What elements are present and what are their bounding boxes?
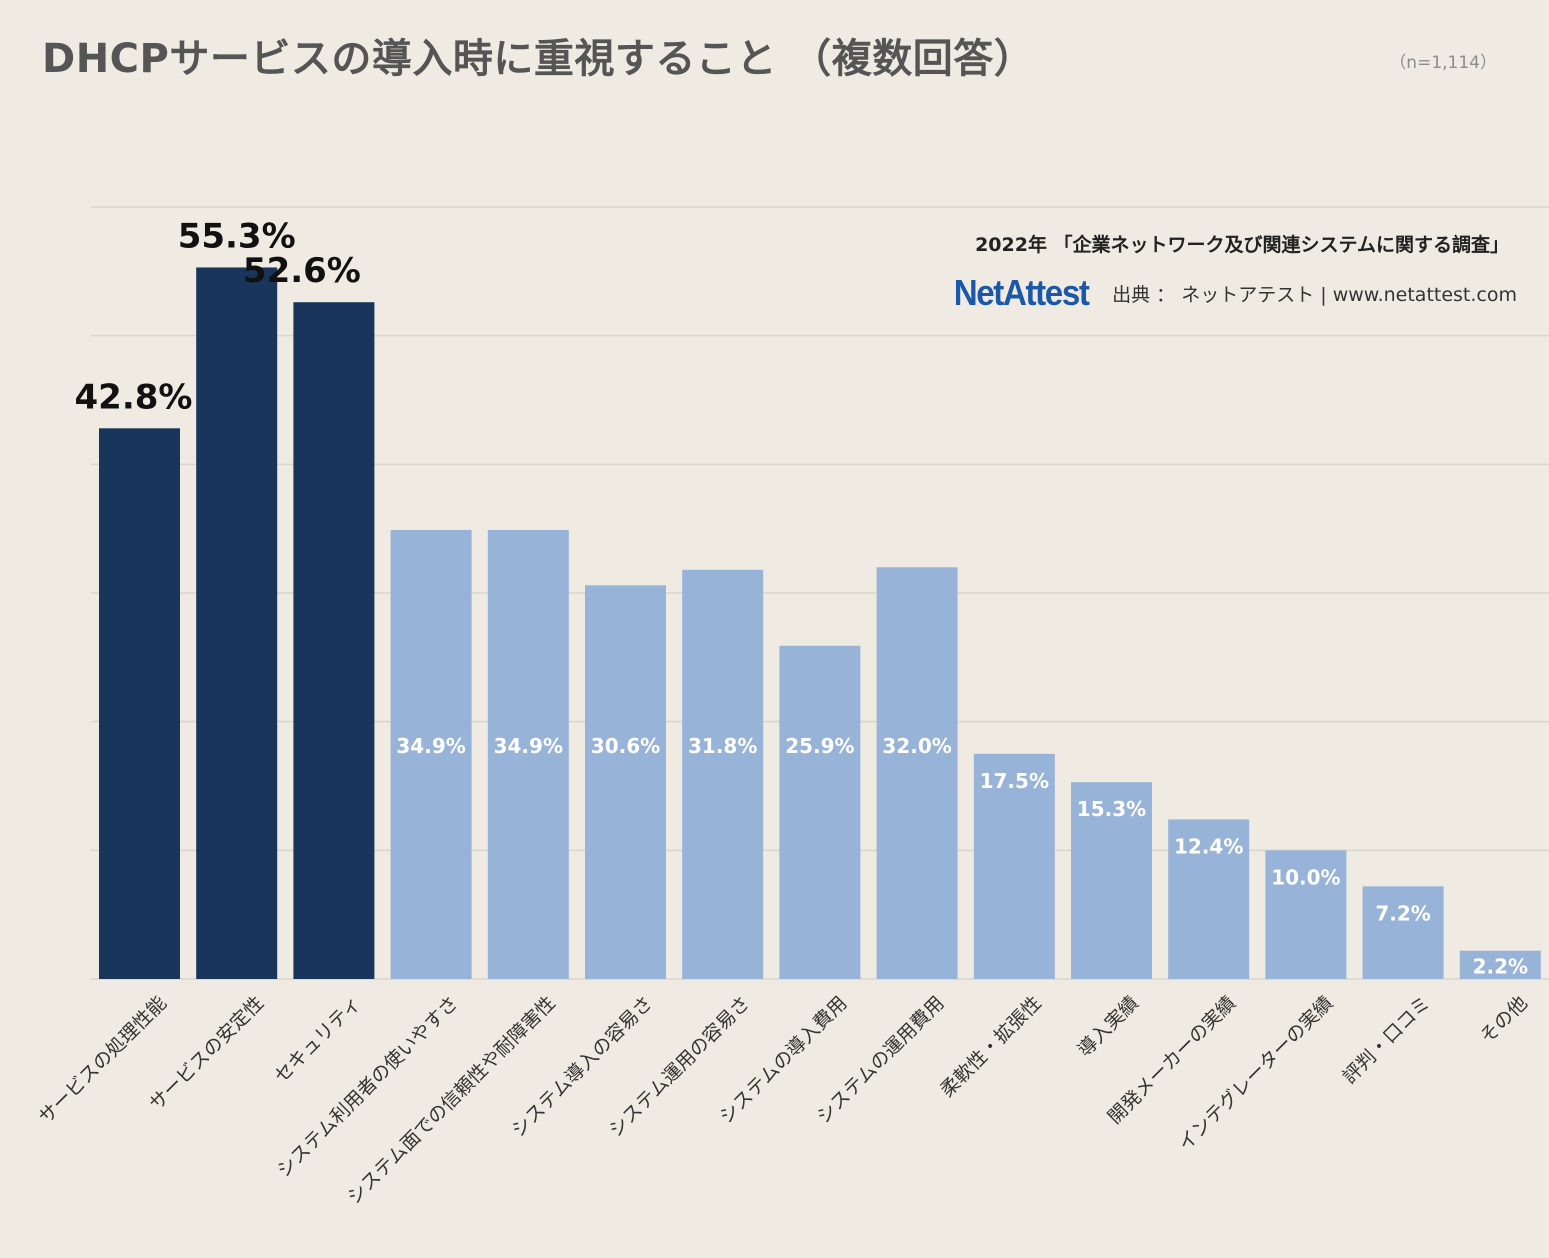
bar-5 [487, 529, 569, 979]
category-label-4: システム利用者の使いやすさ [273, 992, 463, 1182]
bar-1 [99, 428, 180, 980]
chart-title: DHCPサービスの導入時に重視すること （複数回答） [42, 36, 1035, 82]
bar-3 [293, 302, 375, 979]
bar-6 [585, 585, 666, 979]
bar-value-label-14: 7.2% [1375, 901, 1430, 925]
category-label-13: インテグレーターの実績 [1174, 992, 1337, 1155]
bar-15 [1459, 950, 1541, 979]
bar-value-label-5: 34.9% [494, 734, 563, 758]
bar-12 [1168, 819, 1250, 979]
bar-value-label-15: 2.2% [1473, 955, 1528, 979]
bar-2 [196, 267, 278, 979]
category-label-14: 評判・口コミ [1338, 992, 1434, 1088]
bar-value-label-10: 17.5% [980, 769, 1049, 793]
bar-10 [973, 753, 1055, 979]
bar-13 [1265, 850, 1347, 979]
bar-value-label-11: 15.3% [1077, 797, 1146, 821]
category-label-11: 導入実績 [1074, 992, 1143, 1061]
bar-value-label-7: 31.8% [688, 734, 757, 758]
bar-value-label-9: 32.0% [882, 734, 951, 758]
bar-7 [682, 569, 764, 979]
bar-8 [779, 645, 861, 979]
category-label-5: システム面での信頼性や耐障害性 [343, 992, 560, 1209]
bar-value-label-3: 52.6% [243, 251, 361, 291]
bar-value-label-1: 42.8% [75, 377, 193, 417]
bar-11 [1071, 782, 1152, 979]
bar-value-label-8: 25.9% [785, 734, 854, 758]
bar-4 [390, 529, 472, 979]
bar-value-label-6: 30.6% [591, 734, 660, 758]
bar-value-label-12: 12.4% [1174, 834, 1243, 858]
survey-note: 2022年 「企業ネットワーク及び関連システムに関する調査」 [975, 234, 1509, 256]
bar-9 [876, 567, 958, 979]
source-row: NetAttest 出典 ： ネットアテスト | www.netattest.c… [942, 272, 1517, 314]
netattest-logo: NetAttest [953, 272, 1089, 313]
category-label-10: 柔軟性・拡張性 [936, 992, 1046, 1102]
category-label-15: その他 [1476, 992, 1532, 1048]
category-label-1: サービスの処理性能 [35, 992, 171, 1128]
bar-value-label-13: 10.0% [1271, 865, 1340, 889]
sample-size-label: （n=1,114） [1389, 53, 1497, 73]
category-label-3: セキュリティ [270, 992, 365, 1087]
bar-value-label-2: 55.3% [178, 216, 296, 256]
bar-value-label-4: 34.9% [396, 734, 465, 758]
source-text: 出典 ： ネットアテスト | www.netattest.com [1112, 283, 1517, 306]
bar-14 [1362, 886, 1444, 979]
